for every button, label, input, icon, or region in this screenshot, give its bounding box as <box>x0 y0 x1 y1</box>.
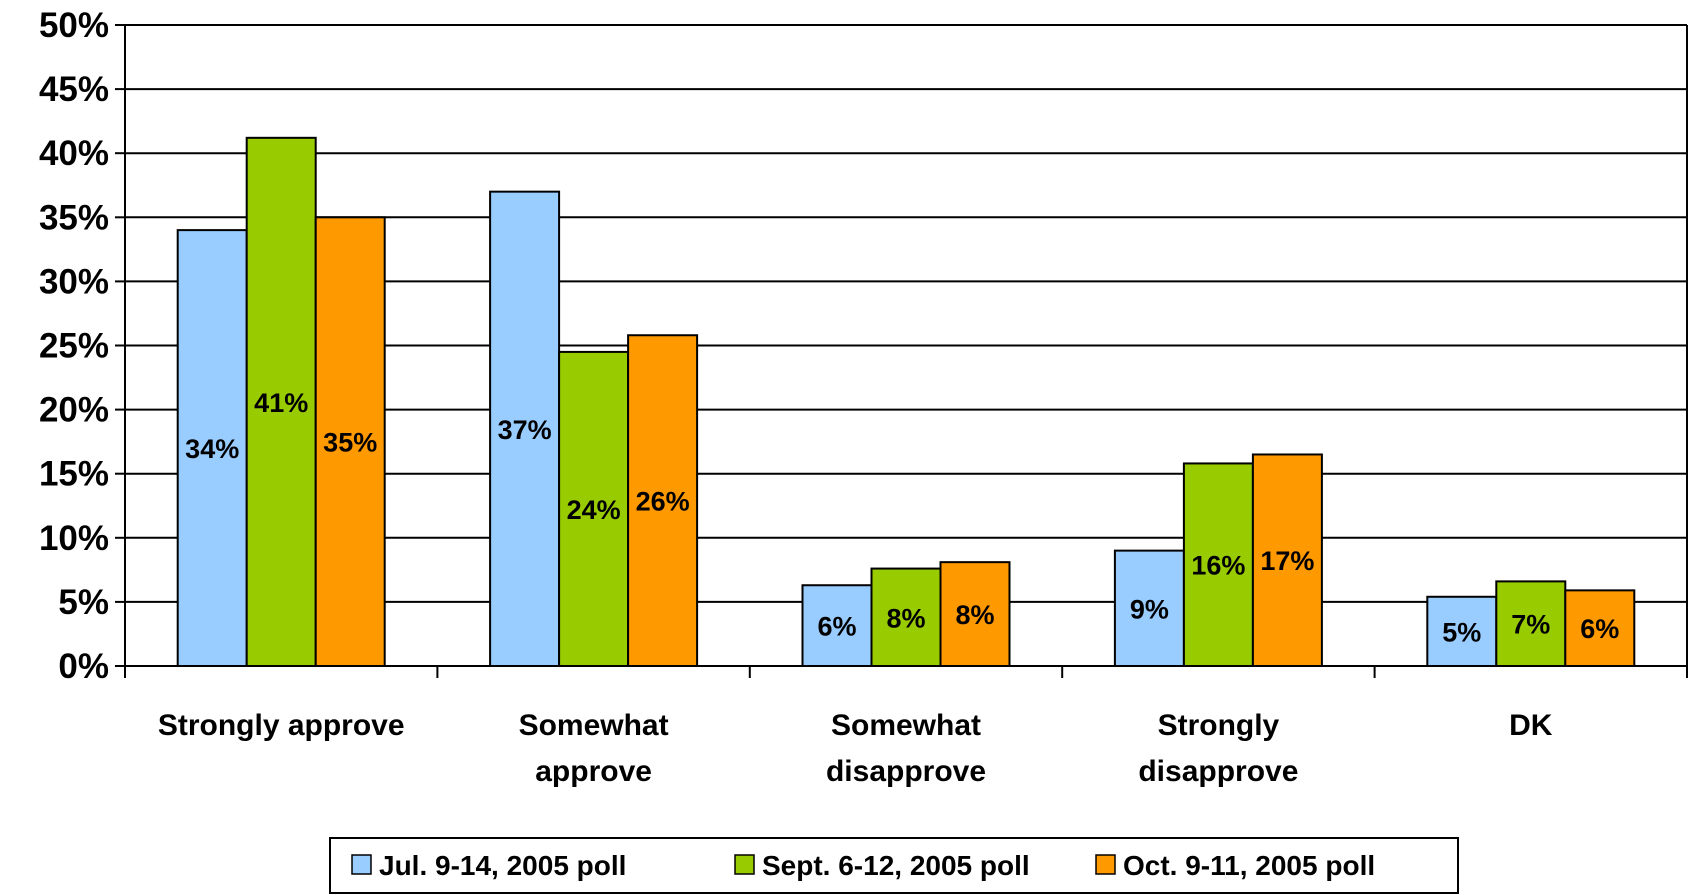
y-tick-label: 40% <box>39 134 109 173</box>
legend-label: Sept. 6-12, 2005 poll <box>762 850 1030 881</box>
data-label: 8% <box>955 600 994 630</box>
legend-swatch <box>352 855 371 874</box>
category-label: approve <box>535 755 652 788</box>
data-label: 26% <box>636 487 690 517</box>
category-label: Strongly approve <box>158 709 405 742</box>
data-label: 7% <box>1511 610 1550 640</box>
data-labels: 34% 37% 6% 9% 5% 41% 24% 8% 16% 7% 35% 26% 8% 17% 6% <box>185 388 1619 647</box>
category-label: disapprove <box>1138 755 1298 788</box>
y-tick-label: 10% <box>39 519 109 558</box>
data-label: 37% <box>498 415 552 445</box>
y-tick-label: 5% <box>58 583 109 622</box>
data-label: 17% <box>1260 546 1314 576</box>
data-label: 24% <box>567 495 621 525</box>
category-label: disapprove <box>826 755 986 788</box>
category-label: Somewhat <box>519 709 669 742</box>
data-label: 34% <box>185 434 239 464</box>
data-label: 41% <box>254 388 308 418</box>
y-tick-label: 15% <box>39 455 109 494</box>
category-label: Strongly <box>1158 709 1280 742</box>
y-tick-label: 30% <box>39 262 109 301</box>
category-label: Somewhat <box>831 709 981 742</box>
legend-swatch <box>1096 855 1115 874</box>
category-label: DK <box>1509 709 1553 742</box>
legend: Jul. 9-14, 2005 poll Sept. 6-12, 2005 pol… <box>330 838 1458 893</box>
data-label: 9% <box>1130 594 1169 624</box>
y-tick-label: 50% <box>39 6 109 45</box>
y-tick-label: 0% <box>58 647 109 686</box>
data-label: 5% <box>1442 617 1481 647</box>
legend-swatch <box>735 855 754 874</box>
y-axis-ticks: 0% 5% 10% 15% 20% 25% 30% 35% 40% 45% 50% <box>39 6 125 686</box>
y-tick-label: 25% <box>39 327 109 366</box>
y-tick-label: 45% <box>39 70 109 109</box>
data-label: 35% <box>323 428 377 458</box>
category-labels: Strongly approve Somewhat approve Somewhat d… <box>158 709 1553 788</box>
y-tick-label: 35% <box>39 198 109 237</box>
y-tick-label: 20% <box>39 391 109 430</box>
data-label: 16% <box>1191 551 1245 581</box>
data-label: 6% <box>817 612 856 642</box>
legend-label: Oct. 9-11, 2005 poll <box>1123 850 1375 881</box>
data-label: 8% <box>886 603 925 633</box>
data-label: 6% <box>1580 614 1619 644</box>
legend-label: Jul. 9-14, 2005 poll <box>379 850 626 881</box>
